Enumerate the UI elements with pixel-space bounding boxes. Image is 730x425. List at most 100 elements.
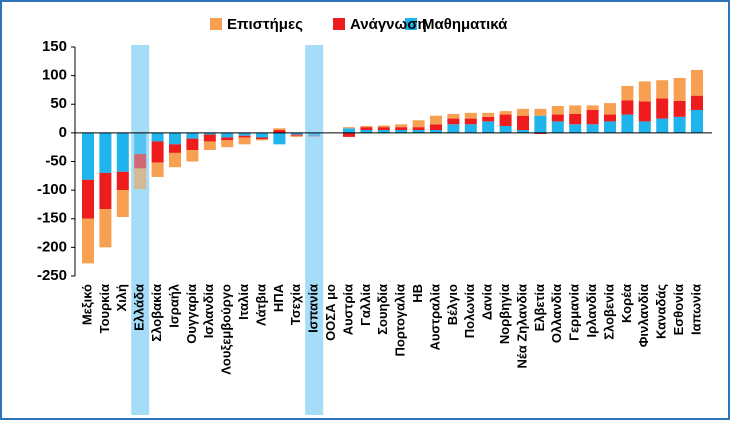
bar — [238, 137, 251, 145]
x-tick-label: ΟΟΣΑ μο — [323, 284, 338, 341]
bar — [482, 121, 495, 133]
bar — [99, 172, 112, 210]
bar — [134, 154, 147, 169]
x-tick-label: Βέλγιο — [445, 284, 460, 325]
bar — [551, 105, 564, 115]
y-tick-label: 100 — [42, 67, 67, 84]
bar — [482, 116, 495, 122]
bar — [621, 100, 634, 115]
bar — [517, 115, 529, 131]
bar — [551, 121, 564, 133]
x-tick-label: Καναδάς — [654, 284, 669, 339]
bar — [186, 138, 199, 151]
x-tick-label: Ισλανδία — [201, 284, 216, 338]
bar — [82, 132, 94, 180]
x-tick-label: Ελβετία — [532, 284, 547, 331]
bar — [169, 132, 181, 145]
bar — [534, 108, 547, 116]
bar — [151, 132, 164, 142]
bar — [169, 144, 181, 153]
x-tick-label: Εσθονία — [671, 284, 686, 335]
bar — [621, 85, 634, 101]
bar — [638, 81, 651, 102]
bar — [99, 209, 112, 248]
x-tick-label: Δανία — [480, 284, 495, 320]
x-tick-label: Αυστραλία — [427, 284, 442, 351]
bar — [308, 132, 321, 136]
x-tick-label: Πολωνία — [462, 284, 477, 338]
x-tick-label: Σλοβενία — [601, 284, 616, 340]
bar — [534, 132, 547, 135]
legend-label: Ανάγνωση — [350, 16, 427, 33]
bar — [221, 137, 234, 141]
bar — [99, 132, 112, 173]
bar — [482, 112, 495, 117]
bar — [186, 132, 199, 139]
bar — [586, 105, 599, 110]
legend-label: Επιστήμες — [227, 16, 303, 33]
bar — [638, 101, 651, 122]
bar — [569, 113, 582, 125]
bar — [256, 139, 268, 141]
bar — [517, 108, 529, 116]
highlight-band — [305, 45, 324, 415]
x-tick-label: Τουρκία — [97, 284, 112, 333]
bar — [673, 116, 686, 133]
highlight-band — [131, 45, 150, 415]
bar — [447, 113, 460, 119]
x-tick-label: Φινλανδία — [636, 284, 651, 347]
bar — [430, 115, 442, 125]
bar — [395, 124, 408, 128]
legend-swatch — [333, 18, 345, 30]
y-tick-label: -50 — [45, 152, 67, 169]
bar — [290, 132, 303, 135]
y-tick-label: -100 — [37, 181, 67, 198]
bar — [691, 109, 703, 133]
bar — [221, 140, 234, 148]
x-tick-label: Γερμανία — [567, 284, 582, 341]
bar — [221, 132, 234, 138]
bar — [377, 127, 390, 131]
bar — [238, 132, 251, 136]
y-tick-label: 150 — [42, 38, 67, 55]
y-tick-label: 0 — [59, 124, 67, 141]
legend-swatch — [210, 18, 222, 30]
x-tick-label: Σουηδία — [375, 284, 390, 335]
bar — [569, 105, 582, 114]
bar — [273, 130, 286, 133]
bar — [377, 130, 390, 133]
bar — [691, 69, 703, 96]
bar — [430, 124, 442, 131]
bar — [412, 120, 425, 128]
bar — [656, 98, 669, 119]
legend-label: Μαθηματικά — [422, 16, 508, 33]
bar — [673, 100, 686, 117]
bar — [151, 141, 164, 163]
x-tick-label: Ισπανία — [306, 284, 321, 333]
bar — [169, 152, 181, 168]
bar — [464, 118, 477, 125]
bar — [447, 124, 460, 133]
bar — [290, 134, 303, 136]
bar — [499, 111, 512, 115]
y-tick-label: -150 — [37, 210, 67, 227]
bar — [412, 130, 425, 133]
bar — [464, 124, 477, 133]
bar — [82, 179, 94, 219]
bar — [395, 130, 408, 133]
x-tick-label: Ιαπωνία — [688, 284, 703, 335]
bar — [621, 114, 634, 133]
bar — [134, 132, 147, 155]
x-tick-label: Νορβηγία — [497, 284, 512, 344]
bar — [256, 137, 268, 140]
x-tick-label: Λουξεμβούργο — [219, 284, 234, 375]
bar — [186, 150, 199, 162]
bar — [256, 132, 268, 138]
bar — [360, 127, 373, 131]
x-tick-label: ΗΠΑ — [271, 283, 286, 312]
x-tick-label: Γαλλία — [358, 284, 373, 326]
bar — [377, 125, 390, 128]
bar — [273, 128, 286, 131]
bar — [116, 171, 129, 191]
